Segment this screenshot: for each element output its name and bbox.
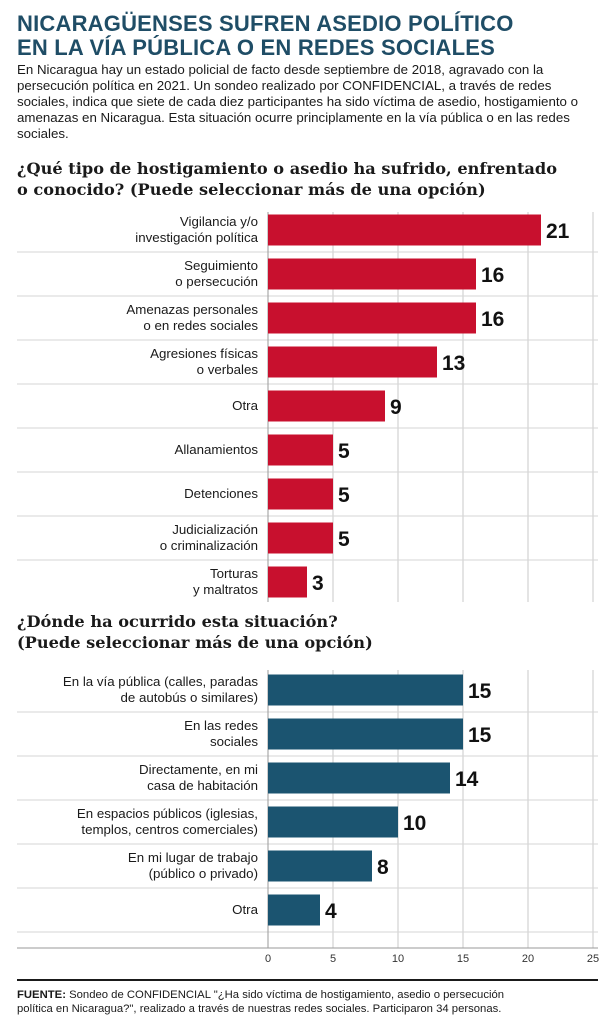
category-label-2-2-1: En las redes: [184, 718, 258, 733]
value-label-1-9: 3: [312, 572, 324, 595]
chart-title-line-1: NICARAGÜENSES SUFREN ASEDIO POLÍTICO: [17, 11, 514, 36]
chart-title: NICARAGÜENSES SUFREN ASEDIO POLÍTICO EN …: [17, 12, 597, 60]
bar-1-3: [268, 302, 476, 334]
bar-1-4: [268, 346, 437, 378]
category-label-1-8-1: Judicialización: [172, 522, 258, 537]
source-label: FUENTE:: [17, 989, 66, 1001]
bar-1-6: [268, 434, 333, 466]
question-1-line-2: o conocido? (Puede seleccionar más de un…: [17, 180, 486, 199]
x-tick-label-4: 20: [522, 953, 534, 965]
category-label-2-4-1: En espacios públicos (iglesias,: [77, 806, 258, 821]
category-label-2-1-1: En la vía pública (calles, paradas: [63, 674, 258, 689]
category-label-2-2-2: sociales: [210, 734, 258, 749]
source-text: Sondeo de CONFIDENCIAL "¿Ha sido víctima…: [17, 989, 505, 1015]
value-label-1-5: 9: [390, 396, 402, 419]
value-label-1-6: 5: [338, 440, 350, 463]
bar-1-1: [268, 214, 541, 246]
category-label-1-9-1: Torturas: [210, 566, 258, 581]
category-label-1-4-2: o verbales: [197, 362, 259, 377]
question-2-line-2: (Puede seleccionar más de una opción): [17, 633, 373, 652]
value-label-1-4: 13: [442, 352, 465, 375]
value-label-1-7: 5: [338, 484, 350, 507]
category-label-2-3-1: Directamente, en mi: [139, 762, 258, 777]
category-label-1-1-2: investigación política: [135, 230, 258, 245]
category-label-1-3-1: Amenazas personales: [126, 302, 258, 317]
value-label-2-4: 10: [403, 812, 426, 835]
category-label-1-2-1: Seguimiento: [184, 258, 258, 273]
bar-2-5: [268, 850, 372, 882]
x-tick-label-5: 25: [587, 953, 599, 965]
bar-2-1: [268, 674, 463, 706]
category-label-2-4-2: templos, centros comerciales): [81, 822, 258, 837]
value-label-2-5: 8: [377, 856, 389, 879]
chart-title-line-2: EN LA VÍA PÚBLICA O EN REDES SOCIALES: [17, 35, 496, 60]
value-label-1-8: 5: [338, 528, 350, 551]
bar-1-5: [268, 390, 385, 422]
value-label-2-1: 15: [468, 680, 492, 703]
category-label-1-8-2: o criminalización: [160, 538, 258, 553]
category-label-1-1-1: Vigilancia y/o: [180, 214, 258, 229]
question-1-heading: ¿Qué tipo de hostigamiento o asedio ha s…: [17, 158, 557, 200]
category-label-1-7-1: Detenciones: [184, 486, 258, 501]
question-1-line-1: ¿Qué tipo de hostigamiento o asedio ha s…: [17, 159, 558, 178]
bar-1-7: [268, 478, 333, 510]
bar-1-9: [268, 566, 307, 598]
x-tick-label-1: 5: [330, 953, 336, 965]
question-2-line-1: ¿Dónde ha ocurrido esta situación?: [17, 612, 338, 631]
category-label-1-9-2: y maltratos: [193, 582, 258, 597]
category-label-2-5-2: (público o privado): [149, 866, 258, 881]
x-tick-label-0: 0: [265, 953, 271, 965]
category-label-1-6-1: Allanamientos: [174, 442, 258, 457]
question-2-heading: ¿Dónde ha ocurrido esta situación? (Pued…: [17, 611, 373, 653]
bar-2-4: [268, 806, 398, 838]
value-label-2-6: 4: [325, 900, 337, 923]
x-tick-label-3: 15: [457, 953, 469, 965]
intro-paragraph: En Nicaragua hay un estado policial de f…: [17, 62, 579, 141]
category-label-2-6-1: Otra: [232, 902, 258, 917]
value-label-2-3: 14: [455, 768, 479, 791]
value-label-1-2: 16: [481, 264, 504, 287]
category-label-2-3-2: casa de habitación: [147, 778, 258, 793]
value-label-2-2: 15: [468, 724, 492, 747]
x-tick-label-2: 10: [392, 953, 404, 965]
bar-2-3: [268, 762, 450, 794]
value-label-1-3: 16: [481, 308, 504, 331]
category-label-1-5-1: Otra: [232, 398, 258, 413]
bar-1-8: [268, 522, 333, 554]
category-label-2-5-1: En mi lugar de trabajo: [128, 850, 258, 865]
source-note: FUENTE: Sondeo de CONFIDENCIAL "¿Ha sido…: [17, 988, 537, 1016]
bar-1-2: [268, 258, 476, 290]
category-label-1-2-2: o persecución: [175, 274, 258, 289]
value-label-1-1: 21: [546, 220, 570, 243]
bar-2-2: [268, 718, 463, 750]
category-label-1-4-1: Agresiones físicas: [150, 346, 258, 361]
bar-2-6: [268, 894, 320, 926]
category-label-1-3-2: o en redes sociales: [143, 318, 258, 333]
category-label-2-1-2: de autobús o similares): [121, 690, 258, 705]
source-divider: [17, 979, 598, 981]
